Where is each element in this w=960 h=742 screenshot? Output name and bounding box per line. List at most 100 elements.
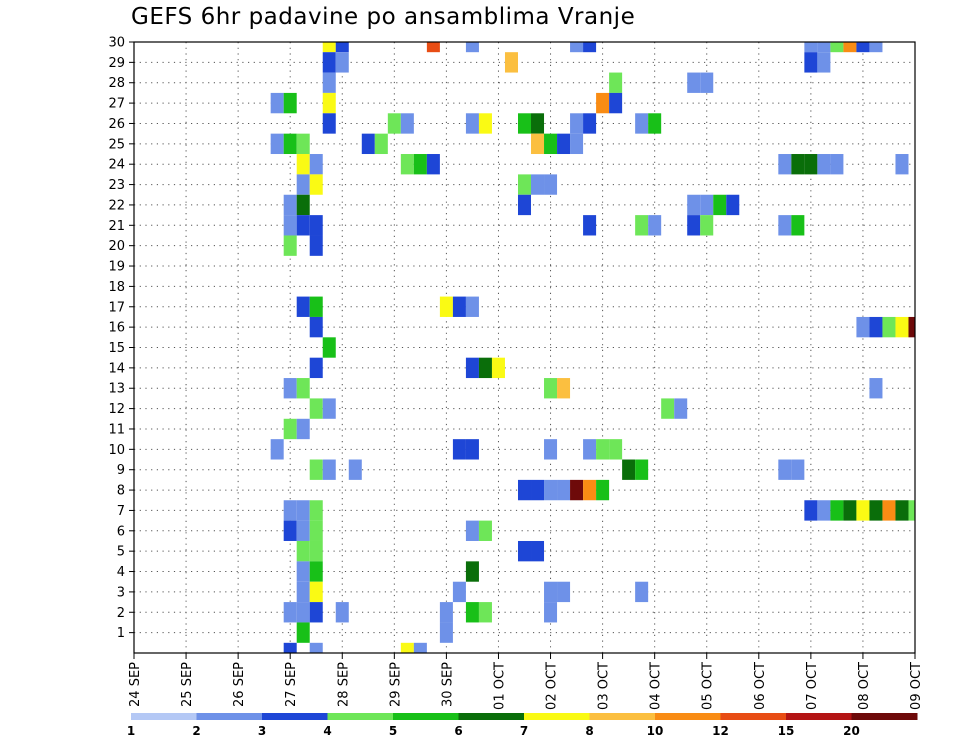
heatmap-cell [661, 398, 675, 419]
heatmap-cell [504, 52, 518, 73]
heatmap-cell [322, 92, 336, 114]
heatmap-cell [830, 42, 844, 53]
heatmap-cell [648, 215, 662, 236]
heatmap-cell [531, 174, 545, 195]
heatmap-cell [570, 42, 584, 53]
heatmap-cell [426, 154, 440, 175]
heatmap-cell [609, 92, 623, 114]
heatmap-cell [856, 42, 870, 53]
colorbar-segment [589, 713, 656, 720]
heatmap-cell [465, 439, 479, 460]
heatmap-cell [544, 479, 558, 501]
heatmap-cell [687, 194, 701, 216]
heatmap-cell [400, 113, 414, 134]
heatmap-cell [908, 500, 915, 521]
colorbar-segment [131, 713, 197, 720]
heatmap-cell [570, 133, 584, 155]
heatmap-cell [804, 500, 818, 521]
colorbar-segment [393, 713, 459, 720]
colorbar-segment [262, 713, 328, 720]
heatmap-cell [296, 581, 310, 603]
y-tick-label: 1 [117, 626, 125, 641]
colorbar-label: 5 [389, 724, 397, 738]
heatmap-cell [869, 42, 883, 53]
heatmap-cell [804, 52, 818, 73]
heatmap-cell [557, 479, 571, 501]
y-tick-label: 2 [117, 606, 125, 621]
heatmap-cell [452, 296, 466, 317]
heatmap-cell [895, 154, 909, 175]
heatmap-cells [270, 42, 915, 653]
heatmap-cell [283, 520, 297, 541]
heatmap-cell [583, 113, 597, 134]
x-tick-label: 27 SEP [284, 662, 299, 707]
heatmap-cell [465, 561, 479, 582]
heatmap-cell [322, 72, 336, 93]
heatmap-cell [804, 42, 818, 53]
colorbar-segment [196, 713, 263, 720]
heatmap-cell [309, 602, 323, 623]
heatmap-cell [296, 215, 310, 236]
heatmap-cell [309, 561, 323, 582]
heatmap-cell [309, 235, 323, 256]
y-tick-label: 15 [108, 341, 125, 356]
heatmap-cell [635, 113, 649, 134]
y-tick-label: 22 [108, 198, 125, 213]
heatmap-cell [700, 215, 714, 236]
y-tick-label: 8 [117, 484, 125, 499]
heatmap-cell [804, 154, 818, 175]
heatmap-cell [283, 378, 297, 399]
heatmap-cell [283, 642, 297, 653]
heatmap-cell [309, 296, 323, 317]
heatmap-cell [817, 154, 831, 175]
heatmap-cell [413, 154, 427, 175]
heatmap-cell [452, 439, 466, 460]
heatmap-cell [283, 194, 297, 216]
heatmap-cell [478, 602, 492, 623]
y-tick-label: 9 [117, 463, 125, 478]
heatmap-cell [544, 133, 558, 155]
heatmap-cell [478, 113, 492, 134]
heatmap-cell [687, 215, 701, 236]
heatmap-cell [283, 133, 297, 155]
heatmap-cell [296, 561, 310, 582]
colorbar-label: 1 [127, 724, 135, 738]
colorbar-label: 7 [520, 724, 528, 738]
heatmap-cell [322, 113, 336, 134]
y-tick-label: 4 [117, 565, 125, 580]
heatmap-cell [570, 113, 584, 134]
y-tick-label: 10 [108, 443, 125, 458]
heatmap-cell [439, 602, 453, 623]
y-tick-label: 13 [108, 382, 125, 397]
heatmap-cell [322, 459, 336, 480]
y-tick-label: 14 [108, 361, 125, 376]
heatmap-cell [531, 479, 545, 501]
heatmap-cell [387, 113, 401, 134]
colorbar-label: 4 [323, 724, 331, 738]
heatmap-cell [465, 42, 479, 53]
heatmap-cell [478, 357, 492, 379]
heatmap-cell [296, 540, 310, 562]
heatmap-cell [296, 418, 310, 440]
heatmap-cell [778, 154, 792, 175]
heatmap-cell [465, 520, 479, 541]
heatmap-cell [583, 479, 597, 501]
heatmap-cell [361, 133, 375, 155]
x-tick-label: 25 SEP [180, 662, 195, 707]
heatmap-cell [700, 72, 714, 93]
heatmap-cell [869, 378, 883, 399]
heatmap-cell [400, 154, 414, 175]
colorbar-segment [720, 713, 787, 720]
heatmap-cell [309, 357, 323, 379]
x-tick-label: 03 OCT [597, 662, 612, 710]
x-tick-label: 02 OCT [545, 662, 560, 710]
heatmap-cell [296, 378, 310, 399]
heatmap-cell [596, 479, 610, 501]
y-tick-label: 26 [108, 117, 125, 132]
heatmap-cell [335, 52, 349, 73]
heatmap-cell [557, 378, 571, 399]
heatmap-cell [557, 581, 571, 603]
y-tick-label: 24 [108, 158, 125, 173]
colorbar-segment [655, 713, 721, 720]
x-tick-label: 26 SEP [232, 662, 247, 707]
